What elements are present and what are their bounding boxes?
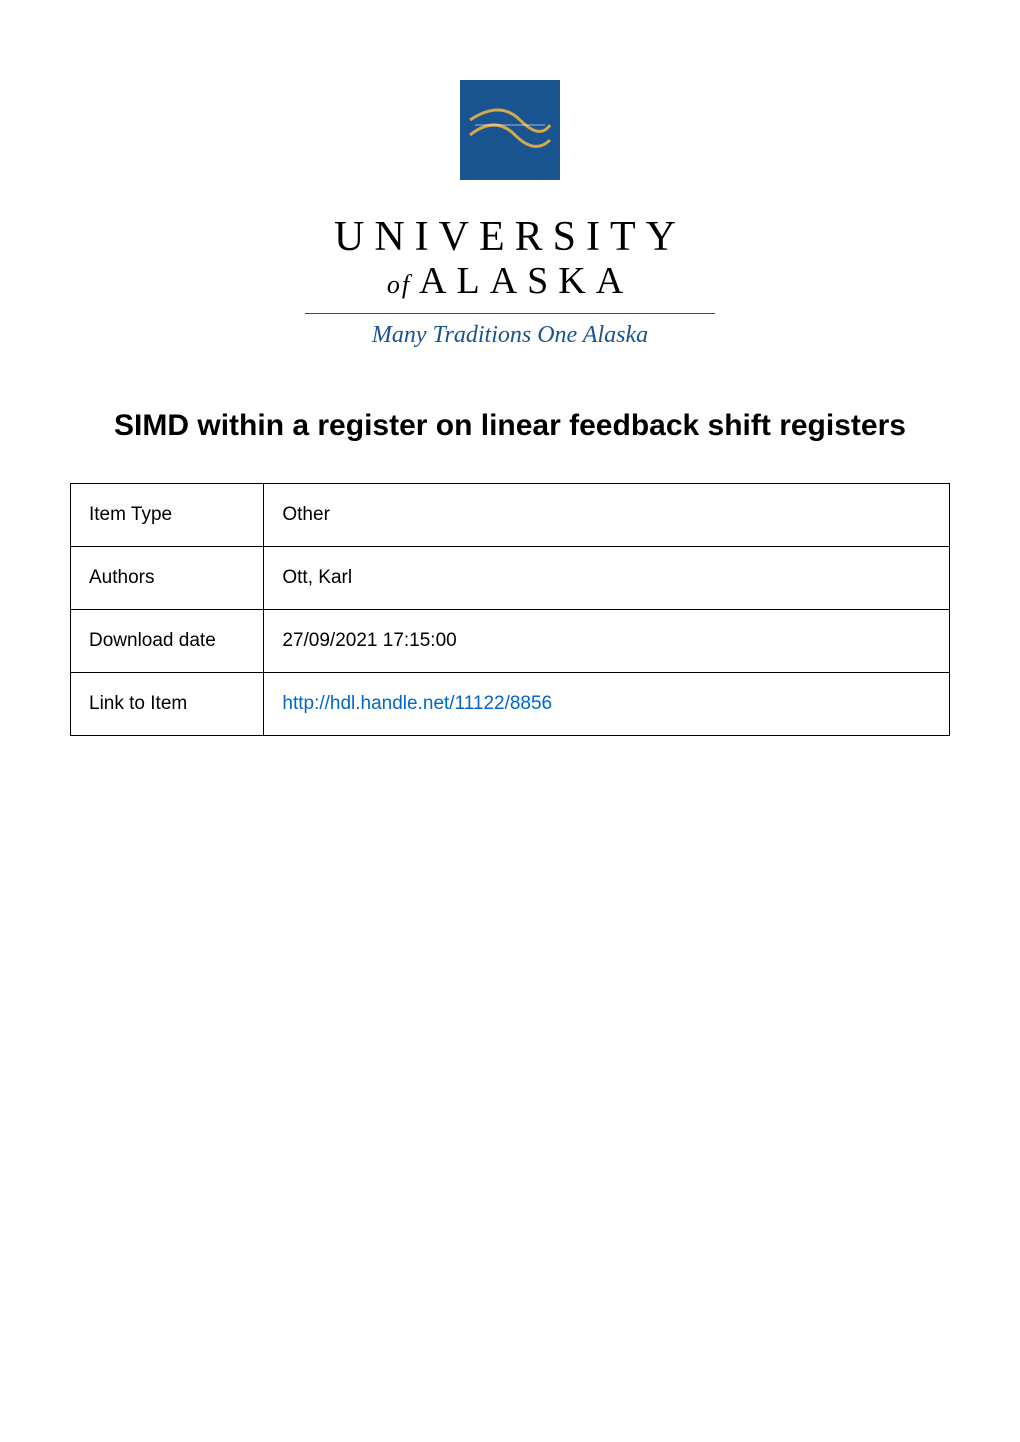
university-name-line2: of ALASKA: [387, 259, 633, 303]
table-row: Link to Item http://hdl.handle.net/11122…: [71, 673, 950, 736]
metadata-table: Item Type Other Authors Ott, Karl Downlo…: [70, 483, 950, 736]
logo-section: UNIVERSITY of ALASKA Many Traditions One …: [305, 70, 715, 349]
logo-tagline: Many Traditions One Alaska: [372, 322, 648, 349]
university-name-line1: UNIVERSITY: [334, 213, 686, 261]
download-date-label: Download date: [71, 610, 264, 673]
item-link[interactable]: http://hdl.handle.net/11122/8856: [282, 693, 552, 714]
authors-value: Ott, Karl: [264, 547, 950, 610]
table-row: Item Type Other: [71, 484, 950, 547]
link-to-item-label: Link to Item: [71, 673, 264, 736]
table-row: Authors Ott, Karl: [71, 547, 950, 610]
logo-divider: [305, 313, 715, 314]
item-type-value: Other: [264, 484, 950, 547]
link-to-item-value: http://hdl.handle.net/11122/8856: [264, 673, 950, 736]
item-type-label: Item Type: [71, 484, 264, 547]
page-container: UNIVERSITY of ALASKA Many Traditions One …: [70, 70, 950, 736]
download-date-value: 27/09/2021 17:15:00: [264, 610, 950, 673]
alaska-text: ALASKA: [419, 260, 633, 302]
document-title: SIMD within a register on linear feedbac…: [114, 409, 906, 443]
university-logo-icon: [450, 70, 570, 195]
of-text: of: [387, 270, 411, 299]
table-row: Download date 27/09/2021 17:15:00: [71, 610, 950, 673]
authors-label: Authors: [71, 547, 264, 610]
